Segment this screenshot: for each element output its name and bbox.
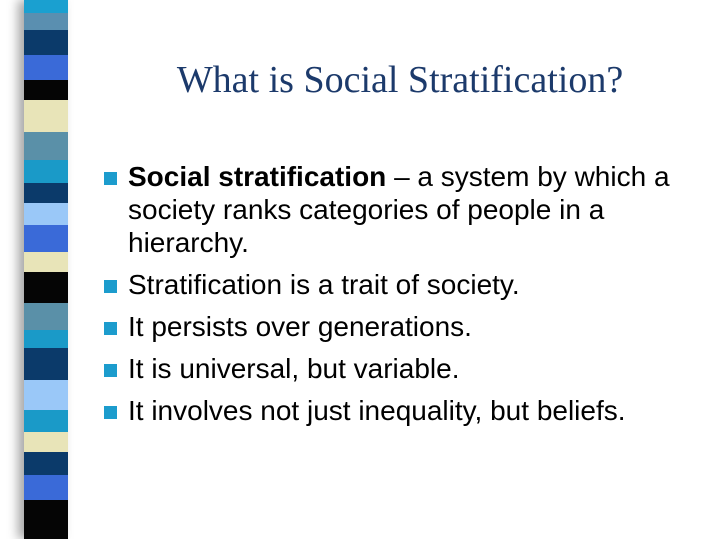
- stripe-band: [24, 348, 68, 380]
- bullet-item: It is universal, but variable.: [104, 352, 714, 385]
- stripe-band: [24, 203, 68, 225]
- stripe-band: [24, 13, 68, 30]
- stripe-band: [24, 475, 68, 500]
- bullet-text: It is universal, but variable.: [128, 353, 460, 384]
- stripe-band: [24, 55, 68, 80]
- slide-title: What is Social Stratification?: [176, 59, 624, 101]
- bullet-text: It persists over generations.: [128, 311, 472, 342]
- bullet-square-icon: [104, 322, 117, 335]
- stripe-band: [24, 452, 68, 475]
- bullet-item: Stratification is a trait of society.: [104, 268, 714, 301]
- bullet-text: – a system by which a society ranks cate…: [128, 161, 670, 258]
- stripe-band: [24, 303, 68, 330]
- stripe-band: [24, 30, 68, 55]
- bullet-term: Social stratification: [128, 161, 387, 192]
- stripe-band: [24, 330, 68, 348]
- stripe-band: [24, 132, 68, 160]
- stripe-band: [24, 160, 68, 183]
- bullet-item: It persists over generations.: [104, 310, 714, 343]
- bullet-square-icon: [104, 364, 117, 377]
- bullet-square-icon: [104, 172, 117, 185]
- bullet-list: Social stratification – a system by whic…: [104, 160, 714, 436]
- bullet-square-icon: [104, 280, 117, 293]
- bullet-text: Stratification is a trait of society.: [128, 269, 520, 300]
- bullet-item: It involves not just inequality, but bel…: [104, 394, 714, 427]
- stripe-band: [24, 272, 68, 303]
- decorative-stripe: [24, 0, 68, 539]
- bullet-square-icon: [104, 406, 117, 419]
- stripe-band: [24, 80, 68, 100]
- stripe-band: [24, 252, 68, 272]
- bullet-item: Social stratification – a system by whic…: [104, 160, 714, 259]
- stripe-band: [24, 0, 68, 13]
- stripe-band: [24, 500, 68, 539]
- bullet-text: It involves not just inequality, but bel…: [128, 395, 626, 426]
- stripe-band: [24, 225, 68, 252]
- stripe-band: [24, 100, 68, 132]
- stripe-band: [24, 380, 68, 410]
- stripe-band: [24, 183, 68, 203]
- stripe-band: [24, 410, 68, 432]
- stripe-band: [24, 432, 68, 452]
